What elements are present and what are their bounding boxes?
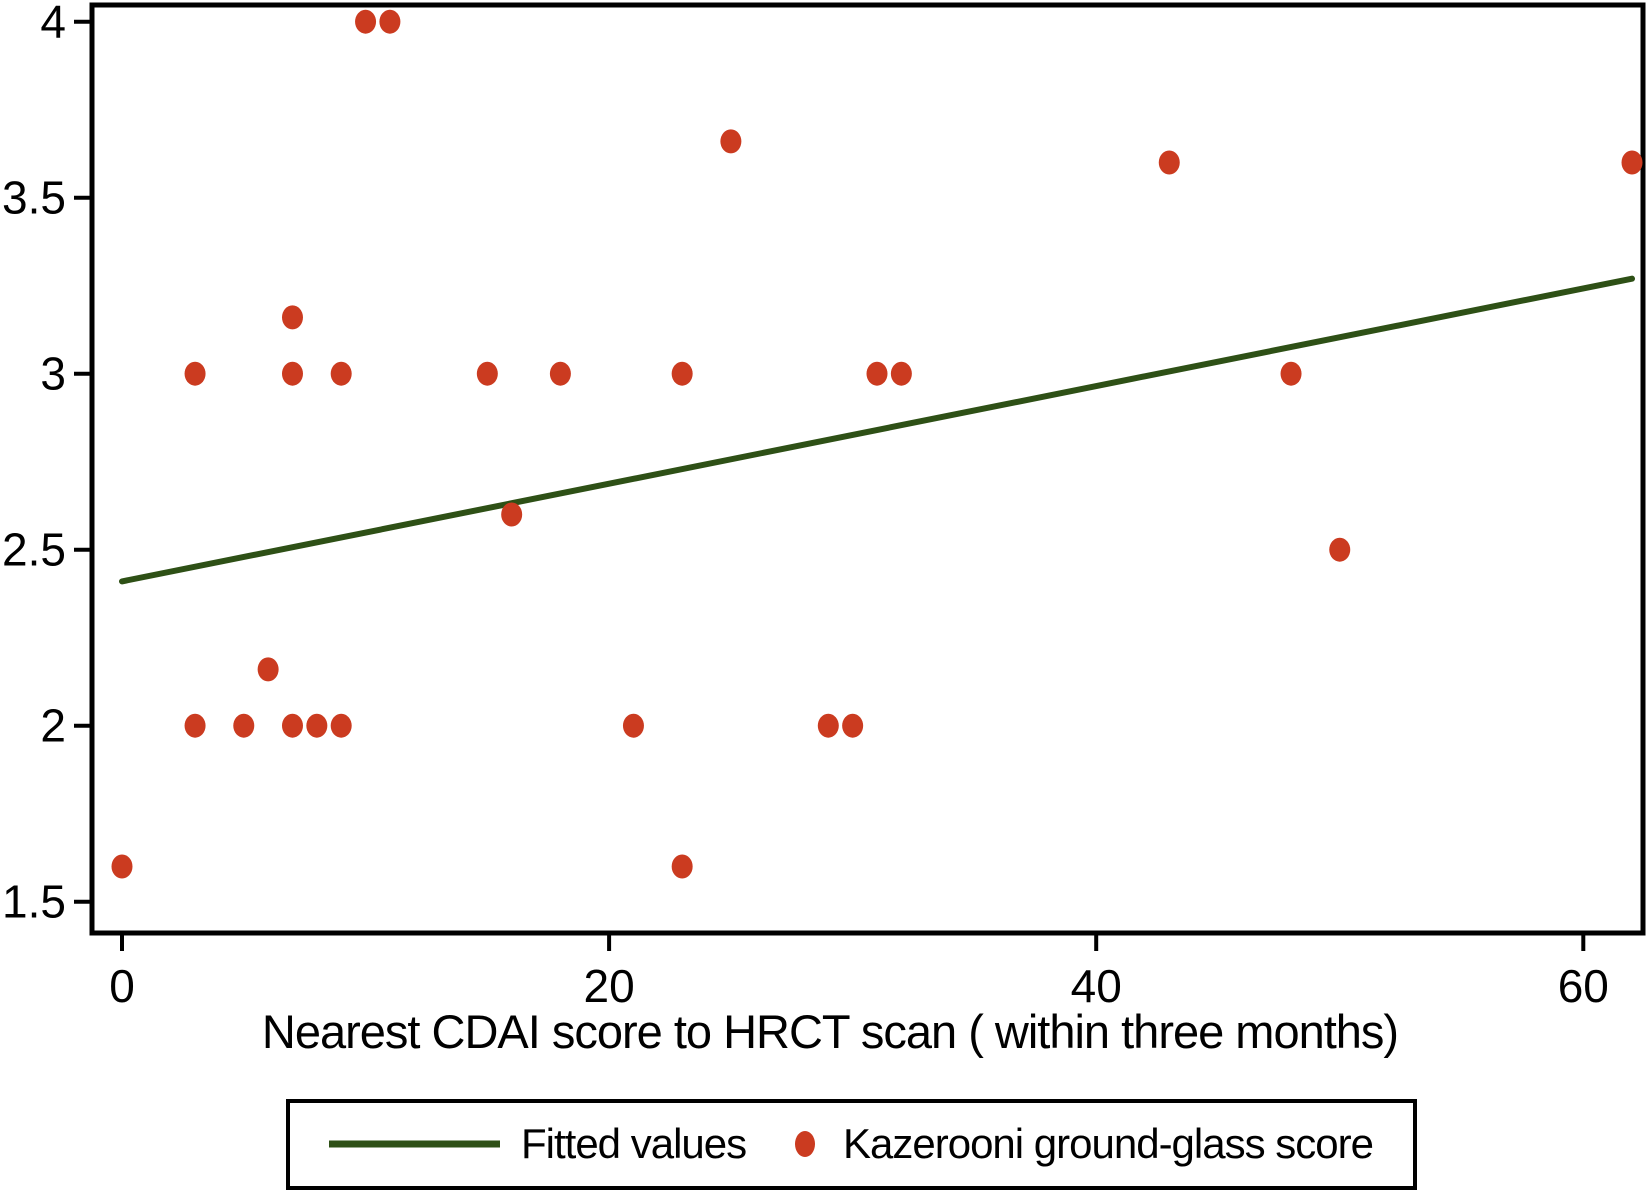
fitted-line [119,275,1636,585]
data-point [184,713,206,738]
data-point [111,854,133,879]
plot-frame [89,2,1646,936]
data-point [671,361,693,386]
x-tick-label: 0 [109,960,135,1012]
y-tick-label: 3.5 [2,172,66,224]
data-point [330,361,352,386]
data-point [1621,150,1643,175]
y-tick-label: 4 [40,0,66,48]
data-point [817,713,839,738]
data-point [281,361,303,386]
x-tick-label: 20 [584,960,635,1012]
x-tick-label: 60 [1558,960,1609,1012]
data-point [622,713,644,738]
x-tick-label: 40 [1071,960,1122,1012]
data-point [184,361,206,386]
data-point [257,657,279,682]
plot-area: 0 20 40 60 4 3.5 3 2.5 2 1.5 [2,0,1646,1012]
data-point [355,9,377,34]
data-point [1158,150,1180,175]
data-point [281,713,303,738]
data-point [330,713,352,738]
y-tick-label: 3 [40,348,66,400]
data-point [549,361,571,386]
data-point [379,9,401,34]
legend-label-kazerooni-score: Kazerooni ground-glass score [843,1120,1373,1167]
x-axis-title: Nearest CDAI score to HRCT scan ( within… [262,1005,1398,1058]
scatter-marker-legend-swatch [795,1131,815,1157]
y-tick-label: 2 [40,700,66,752]
y-tick-label: 1.5 [2,876,66,928]
y-tick-label: 2.5 [2,524,66,576]
data-point [890,361,912,386]
data-point [233,713,255,738]
legend: Fitted values Kazerooni ground-glass sco… [286,1099,1417,1190]
data-point [476,361,498,386]
data-point [1329,537,1351,562]
data-point [866,361,888,386]
data-point [720,129,742,154]
data-point [1280,361,1302,386]
data-point [306,713,328,738]
data-point [671,854,693,879]
data-point [501,502,523,527]
data-point [842,713,864,738]
legend-label-fitted-values: Fitted values [521,1120,746,1167]
data-point [281,305,303,330]
